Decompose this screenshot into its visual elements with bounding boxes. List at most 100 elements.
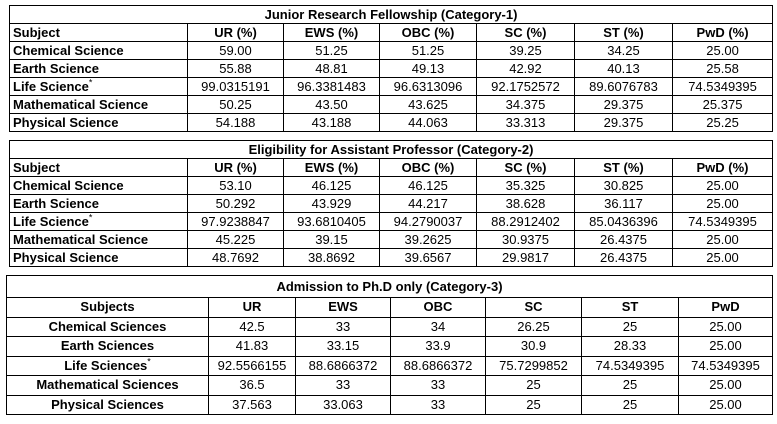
subject-name: Mathematical Science: [13, 231, 149, 247]
table-row: Physical Sciences 37.563 33.063 33 25 25 25.00: [6, 394, 773, 415]
value-cell: 94.2790037: [379, 212, 477, 231]
value-cell: 33: [390, 375, 486, 396]
value-cell: 30.825: [574, 176, 673, 195]
value-cell: 25: [485, 375, 582, 396]
column-header: ST (%): [574, 158, 673, 177]
value-cell: 33: [295, 375, 391, 396]
table-title: Junior Research Fellowship (Category-1): [8, 5, 774, 24]
value-cell: 25.00: [678, 394, 773, 415]
subject-cell: Chemical Science: [9, 176, 188, 195]
subject-name: Physical Sciences: [51, 396, 164, 412]
table-body: Chemical Science 59.00 51.25 51.25 39.25 34.2…: [9, 41, 774, 132]
table-body: Chemical Science 53.10 46.125 46.125 35.325 3…: [9, 176, 774, 267]
value-cell: 88.6866372: [295, 355, 391, 376]
value-cell: 25.58: [671, 59, 774, 78]
value-cell: 42.92: [476, 59, 575, 78]
value-cell: 46.125: [379, 176, 477, 195]
subject-name: Life Sciences: [64, 357, 148, 373]
value-cell: 25.00: [678, 336, 773, 357]
subject-cell: Physical Science: [9, 113, 188, 132]
value-cell: 28.33: [581, 336, 679, 357]
column-header: PwD: [678, 297, 773, 318]
value-cell: 51.25: [283, 41, 380, 60]
value-cell: 44.063: [379, 113, 477, 132]
value-cell: 26.4375: [574, 248, 673, 267]
column-header: OBC (%): [379, 23, 477, 42]
subject-name: Life Science: [13, 78, 89, 94]
value-cell: 39.6567: [379, 248, 477, 267]
subject-cell: Mathematical Science: [9, 230, 188, 249]
table-row: Chemical Science 53.10 46.125 46.125 35.325 3…: [9, 176, 774, 195]
table-row: Life Sciences* 92.5566155 88.6866372 88.686…: [6, 355, 773, 376]
value-cell: 51.25: [379, 41, 477, 60]
column-header: EWS (%): [283, 158, 380, 177]
table-row: Mathematical Sciences 36.5 33 33 25 25 25.00: [6, 375, 773, 396]
column-header: UR (%): [187, 158, 284, 177]
value-cell: 43.929: [283, 194, 380, 213]
value-cell: 85.0436396: [574, 212, 673, 231]
value-cell: 30.9375: [476, 230, 575, 249]
value-cell: 25.375: [671, 95, 774, 114]
value-cell: 43.50: [283, 95, 380, 114]
value-cell: 25.00: [671, 248, 774, 267]
column-header: SC: [485, 297, 582, 318]
value-cell: 75.7299852: [485, 355, 582, 376]
value-cell: 96.3381483: [283, 77, 380, 96]
column-header: EWS: [295, 297, 391, 318]
column-header: ST (%): [574, 23, 673, 42]
value-cell: 29.375: [574, 95, 673, 114]
column-header: EWS (%): [283, 23, 380, 42]
value-cell: 41.83: [208, 336, 296, 357]
value-cell: 33: [390, 394, 486, 415]
value-cell: 74.5349395: [671, 77, 774, 96]
table-row: Physical Science 54.188 43.188 44.063 33.313…: [9, 113, 774, 132]
value-cell: 39.15: [283, 230, 380, 249]
value-cell: 38.8692: [283, 248, 380, 267]
value-cell: 93.6810405: [283, 212, 380, 231]
value-cell: 40.13: [574, 59, 673, 78]
subject-name: Physical Science: [13, 249, 119, 265]
value-cell: 25: [581, 316, 679, 337]
column-header: SC (%): [476, 158, 575, 177]
subject-cell: Physical Science: [9, 248, 188, 267]
subject-cell: Earth Science: [9, 194, 188, 213]
value-cell: 89.6076783: [574, 77, 673, 96]
column-header: Subject: [9, 158, 188, 177]
value-cell: 25.00: [671, 194, 774, 213]
value-cell: 74.5349395: [581, 355, 679, 376]
footnote-asterisk: *: [88, 77, 93, 88]
subject-cell: Physical Sciences: [6, 394, 209, 415]
value-cell: 36.5: [208, 375, 296, 396]
value-cell: 30.9: [485, 336, 582, 357]
subject-name: Physical Science: [13, 114, 119, 130]
column-header: ST: [581, 297, 679, 318]
assistant-professor-table: Eligibility for Assistant Professor (Cat…: [8, 140, 774, 267]
value-cell: 74.5349395: [678, 355, 773, 376]
value-cell: 55.88: [187, 59, 284, 78]
value-cell: 33.9: [390, 336, 486, 357]
table-row: Mathematical Science 45.225 39.15 39.2625 30…: [9, 230, 774, 249]
value-cell: 59.00: [187, 41, 284, 60]
subject-cell: Earth Sciences: [6, 336, 209, 357]
column-header: UR (%): [187, 23, 284, 42]
table-row: Chemical Science 59.00 51.25 51.25 39.25 34.2…: [9, 41, 774, 60]
value-cell: 39.2625: [379, 230, 477, 249]
subject-cell: Earth Science: [9, 59, 188, 78]
value-cell: 54.188: [187, 113, 284, 132]
subject-name: Earth Science: [13, 60, 99, 76]
value-cell: 37.563: [208, 394, 296, 415]
table-row: Earth Sciences 41.83 33.15 33.9 30.9 28.33 25.…: [6, 336, 773, 357]
value-cell: 45.225: [187, 230, 284, 249]
table-row: Life Science* 97.9238847 93.6810405 94.2790…: [9, 212, 774, 231]
value-cell: 29.375: [574, 113, 673, 132]
value-cell: 48.81: [283, 59, 380, 78]
subject-cell: Chemical Sciences: [6, 316, 209, 337]
subject-name: Earth Science: [13, 195, 99, 211]
subject-name: Mathematical Science: [13, 96, 149, 112]
value-cell: 25.00: [671, 176, 774, 195]
value-cell: 50.292: [187, 194, 284, 213]
value-cell: 33.063: [295, 394, 391, 415]
table-row: Chemical Sciences 42.5 33 34 26.25 25 25.00: [6, 316, 773, 337]
subject-cell: Life Science*: [9, 212, 188, 231]
value-cell: 25: [485, 394, 582, 415]
